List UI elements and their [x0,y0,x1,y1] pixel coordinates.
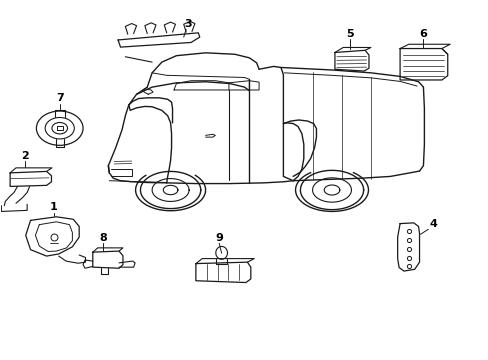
Text: 9: 9 [215,233,223,243]
Text: 7: 7 [56,93,63,103]
Text: 6: 6 [419,29,427,39]
Text: 1: 1 [50,202,58,212]
Text: 5: 5 [346,29,354,39]
Text: 8: 8 [100,233,107,243]
Text: 2: 2 [21,150,28,161]
Text: 3: 3 [184,19,192,29]
Text: 4: 4 [428,219,436,229]
